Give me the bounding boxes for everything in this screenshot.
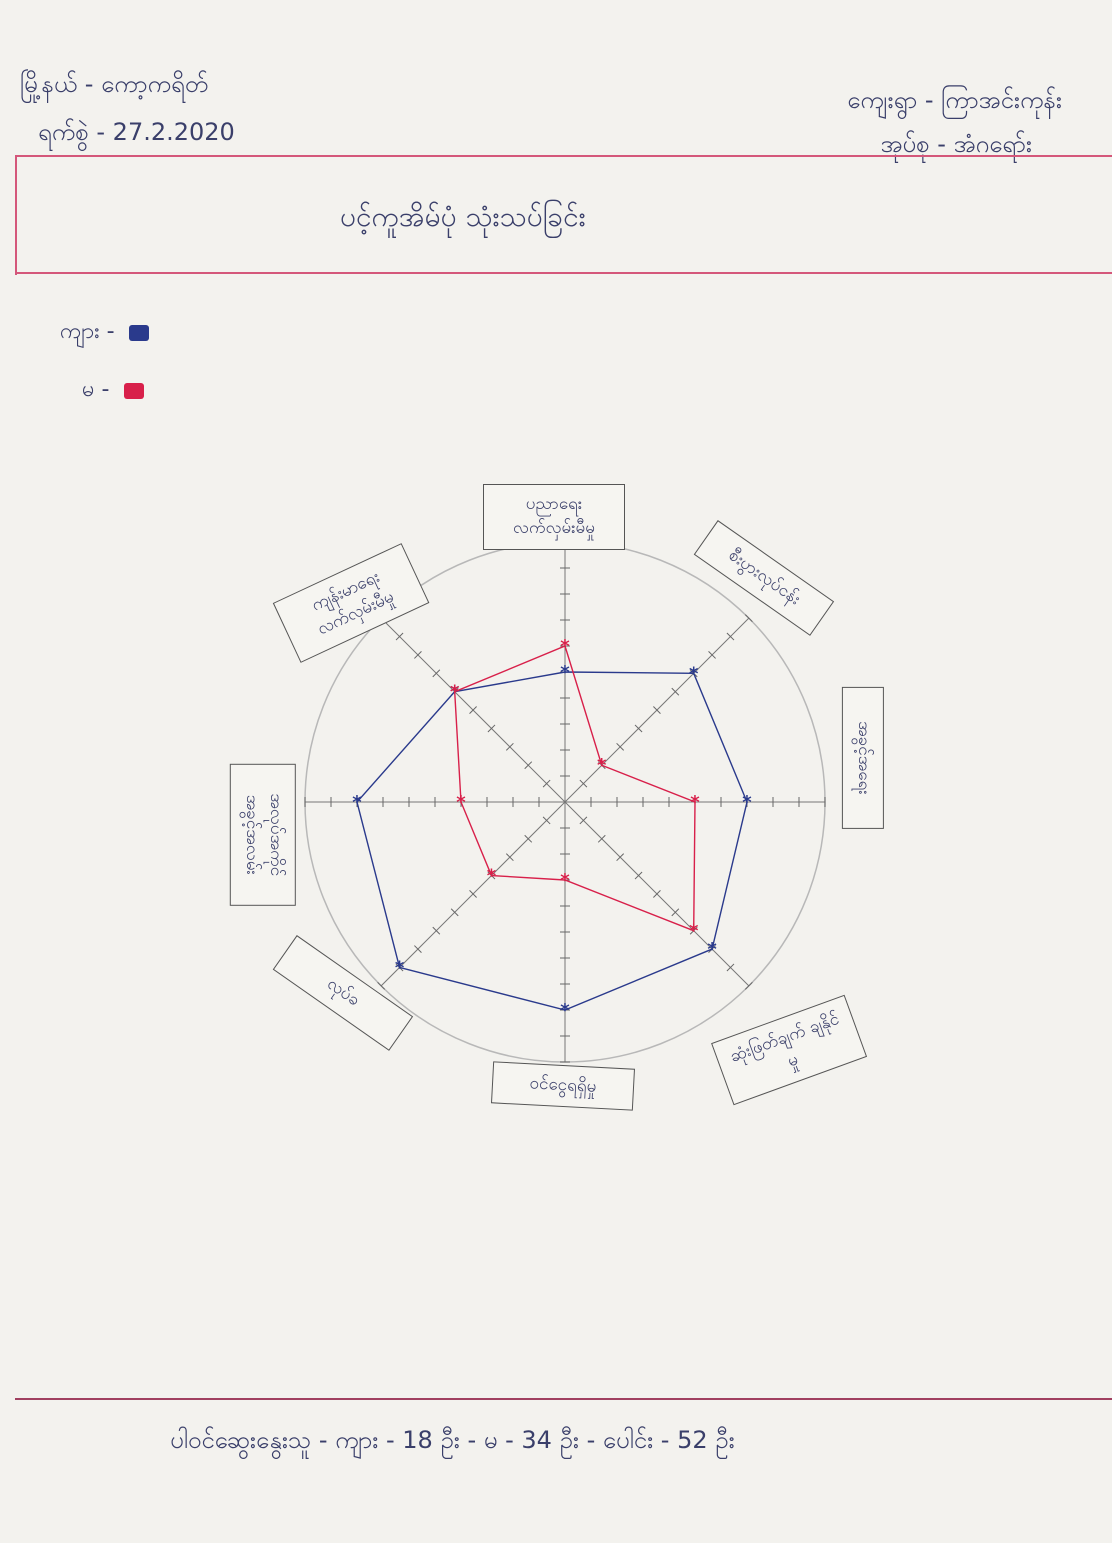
village: ကျေးရွာ - ကြာအင်းကုန်း (847, 86, 1062, 114)
point-marker: * (690, 792, 700, 813)
tick-mark (542, 779, 551, 788)
axis-label: ဝင်ငွေရရှိမှု (491, 1061, 635, 1111)
tick-mark (579, 779, 588, 788)
point-marker: * (689, 663, 699, 684)
tick-mark (505, 742, 514, 751)
tick-mark (597, 834, 606, 843)
footer: ပါဝင်ဆွေးနွေးသူ - ကျား - 18 ဦး - မ - 34 … (170, 1426, 735, 1454)
series-polygon (356, 671, 748, 1011)
point-marker: * (560, 662, 570, 683)
rule (15, 155, 1112, 157)
point-marker: * (707, 939, 717, 960)
series-polygon (453, 645, 696, 932)
point-marker: * (689, 921, 699, 942)
tick-mark (524, 834, 533, 843)
axis-label: အခွင့်အရေး (842, 686, 884, 829)
tick-mark (616, 853, 625, 862)
point-marker: * (742, 792, 752, 813)
chart-title: ပင့်ကူအိမ်ပုံ သုံးသပ်ခြင်း (340, 200, 586, 233)
tick-mark (395, 632, 404, 641)
tick-mark (487, 724, 496, 733)
point-marker: * (560, 636, 570, 657)
tick-mark (634, 871, 643, 880)
tick-mark (671, 908, 680, 917)
tick-mark (414, 651, 422, 659)
point-marker: * (456, 792, 466, 813)
tick-mark (524, 761, 533, 770)
point-marker: * (560, 1000, 570, 1021)
legend-entry: မ - (82, 374, 144, 407)
point-marker: * (597, 755, 607, 776)
tick-mark (744, 614, 753, 623)
tick-mark (505, 853, 514, 862)
point-marker: * (560, 870, 570, 891)
tick-mark (616, 742, 625, 751)
rule (15, 272, 1112, 274)
tick-mark (726, 632, 735, 641)
point-marker: * (487, 866, 497, 887)
tick-mark (708, 651, 716, 659)
tick-mark (469, 706, 477, 714)
tick-mark (414, 945, 422, 953)
date: ရက်စွဲ - 27.2.2020 (38, 118, 235, 146)
legend-entry: ကျား - (60, 316, 149, 349)
tick-mark (671, 687, 680, 696)
point-marker: * (352, 792, 362, 813)
tick-mark (744, 981, 753, 990)
point-marker: * (450, 682, 460, 703)
axis-label: အလုပ်အကိုင် အခွင့်အလမ်း (230, 763, 296, 906)
tick-mark (432, 669, 441, 678)
tick-mark (579, 816, 588, 825)
tick-mark (653, 890, 661, 898)
legend-swatch (128, 324, 149, 341)
township: မြို့နယ် - ကော့ကရိတ် (20, 70, 209, 98)
tick-mark (726, 963, 735, 972)
legend-swatch (123, 382, 144, 399)
tick-mark (450, 908, 459, 917)
tick-mark (432, 926, 441, 935)
rule (15, 1398, 1112, 1400)
tick-mark (653, 706, 661, 714)
legend-label: ကျား - (60, 319, 115, 344)
tick-mark (377, 981, 386, 990)
legend-label: မ - (82, 377, 110, 402)
rule (15, 155, 17, 275)
tick-mark (634, 724, 643, 733)
group: အုပ်စု - အံဂရော်း (880, 130, 1032, 158)
tick-mark (542, 816, 551, 825)
point-marker: * (395, 957, 405, 978)
axis-label: ပညာရေး လက်လှမ်းမီမှု (483, 484, 625, 550)
tick-mark (469, 890, 477, 898)
